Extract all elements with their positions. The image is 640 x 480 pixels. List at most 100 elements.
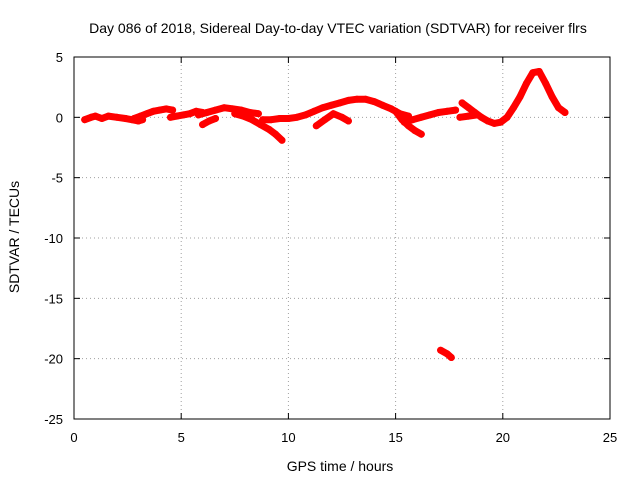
data-point — [248, 116, 256, 124]
data-point — [220, 104, 228, 112]
data-point — [149, 107, 157, 115]
data-point — [379, 101, 387, 109]
data-point — [426, 111, 434, 119]
data-point — [344, 117, 352, 125]
data-point — [156, 106, 164, 114]
data-point — [362, 95, 370, 103]
data-point — [113, 113, 121, 121]
y-tick-label: 5 — [56, 50, 63, 65]
data-point — [81, 116, 89, 124]
data-point — [302, 111, 310, 119]
x-tick-label: 20 — [496, 430, 510, 445]
data-point — [447, 354, 455, 361]
data-point — [319, 104, 327, 112]
y-tick-label: -10 — [44, 231, 63, 246]
data-point — [437, 346, 445, 354]
data-point — [409, 116, 417, 124]
data-point — [473, 111, 481, 119]
data-point — [484, 117, 492, 125]
data-point — [510, 104, 517, 112]
axis-ticks: 0 5 10 15 20 25 5 0 -5 -10 -15 -20 -25 — [44, 50, 617, 445]
y-axis-label: SDTVAR / TECUs — [6, 181, 22, 293]
data-point — [555, 104, 562, 112]
data-point — [169, 106, 177, 114]
data-point — [458, 99, 466, 107]
data-point — [516, 93, 524, 101]
data-point — [203, 109, 211, 116]
data-point — [276, 115, 284, 122]
x-tick-label: 25 — [603, 430, 617, 445]
data-point — [392, 107, 400, 115]
data-point — [104, 112, 112, 120]
data-point — [212, 106, 219, 114]
data-point — [143, 110, 151, 118]
data-point — [205, 117, 213, 125]
data-point — [284, 115, 292, 122]
data-point — [130, 115, 138, 122]
data-point — [194, 111, 202, 119]
data-point — [186, 110, 194, 118]
data-point — [465, 112, 472, 120]
data-point — [137, 112, 144, 120]
data-point — [529, 69, 537, 77]
data-point — [293, 113, 301, 121]
data-point — [265, 125, 273, 133]
x-tick-label: 0 — [70, 430, 77, 445]
data-point — [272, 130, 279, 138]
data-point — [370, 98, 378, 106]
x-tick-label: 5 — [178, 430, 185, 445]
y-tick-label: -25 — [44, 412, 63, 427]
y-tick-label: -5 — [51, 171, 63, 186]
y-tick-label: -15 — [44, 291, 63, 306]
data-point — [443, 107, 451, 115]
data-point — [98, 115, 106, 122]
data-point — [310, 107, 318, 115]
data-point — [254, 110, 262, 118]
data-point — [503, 113, 511, 121]
data-point — [336, 99, 344, 107]
data-point — [199, 121, 207, 129]
y-tick-label: -20 — [44, 352, 63, 367]
data-point — [122, 115, 129, 122]
data-point — [456, 113, 464, 121]
chart-title: Day 086 of 2018, Sidereal Day-to-day VTE… — [89, 20, 587, 36]
data-point — [91, 112, 99, 120]
data-point — [344, 96, 352, 104]
data-point — [239, 112, 247, 120]
data-point — [173, 112, 181, 120]
data-point — [212, 115, 219, 122]
data-series — [81, 68, 569, 361]
data-point — [278, 136, 286, 144]
data-point — [542, 80, 550, 87]
data-point — [490, 119, 498, 127]
data-point — [327, 101, 335, 109]
data-point — [465, 104, 472, 112]
data-point — [321, 116, 329, 124]
data-point — [167, 113, 174, 121]
data-point — [259, 116, 267, 124]
data-point — [353, 95, 361, 103]
data-point — [417, 130, 425, 138]
data-point — [561, 109, 569, 116]
data-point — [246, 109, 254, 116]
x-tick-label: 15 — [388, 430, 402, 445]
data-point — [231, 110, 239, 118]
data-point — [400, 118, 408, 126]
data-point — [267, 116, 275, 124]
data-point — [417, 113, 425, 121]
data-point — [522, 80, 530, 87]
data-point — [329, 110, 337, 118]
data-point — [312, 122, 320, 130]
data-point — [497, 118, 505, 126]
data-point — [452, 106, 460, 114]
x-tick-label: 10 — [281, 430, 295, 445]
data-point — [535, 68, 543, 75]
x-axis-label: GPS time / hours — [287, 458, 394, 474]
data-point — [548, 93, 556, 101]
data-point — [338, 113, 346, 121]
data-point — [411, 127, 419, 135]
y-tick-label: 0 — [56, 110, 63, 125]
data-point — [162, 105, 170, 113]
data-point — [179, 111, 187, 119]
